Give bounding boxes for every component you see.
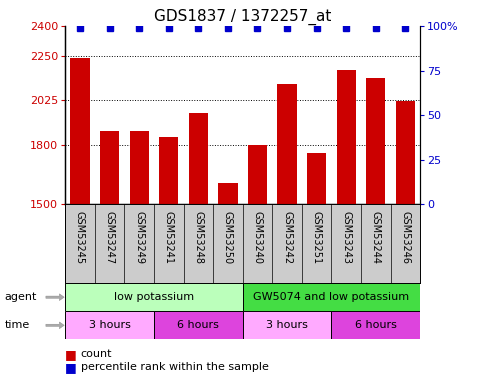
Bar — [242, 311, 331, 339]
Bar — [248, 145, 267, 204]
Text: GSM53241: GSM53241 — [164, 211, 174, 264]
Bar — [100, 131, 119, 204]
Bar — [331, 311, 420, 339]
Bar — [129, 131, 149, 204]
Text: GSM53250: GSM53250 — [223, 211, 233, 264]
Text: GSM53251: GSM53251 — [312, 211, 322, 264]
Text: 3 hours: 3 hours — [266, 320, 308, 330]
Bar — [154, 311, 243, 339]
Text: GSM53245: GSM53245 — [75, 211, 85, 264]
Text: low potassium: low potassium — [114, 292, 194, 302]
Bar — [307, 153, 327, 204]
Text: GSM53248: GSM53248 — [193, 211, 203, 264]
Text: 3 hours: 3 hours — [89, 320, 130, 330]
Text: GSM53247: GSM53247 — [105, 211, 114, 264]
Text: ■: ■ — [65, 361, 77, 374]
Bar — [159, 137, 178, 204]
Text: GSM53243: GSM53243 — [341, 211, 351, 264]
Text: 6 hours: 6 hours — [355, 320, 397, 330]
Title: GDS1837 / 1372257_at: GDS1837 / 1372257_at — [154, 9, 331, 25]
Bar — [396, 102, 415, 204]
Bar — [366, 78, 385, 204]
Text: GSM53240: GSM53240 — [253, 211, 262, 264]
Bar — [65, 283, 242, 311]
Bar — [337, 70, 356, 204]
Text: 6 hours: 6 hours — [177, 320, 219, 330]
Bar — [65, 311, 154, 339]
Text: percentile rank within the sample: percentile rank within the sample — [81, 363, 269, 372]
Text: GW5074 and low potassium: GW5074 and low potassium — [254, 292, 410, 302]
Bar — [277, 84, 297, 204]
Text: ■: ■ — [65, 348, 77, 361]
Bar — [189, 113, 208, 204]
Bar — [242, 283, 420, 311]
Text: time: time — [5, 320, 30, 330]
Bar — [71, 58, 90, 204]
Text: GSM53246: GSM53246 — [400, 211, 411, 264]
Text: count: count — [81, 350, 112, 359]
Text: GSM53242: GSM53242 — [282, 211, 292, 264]
Text: GSM53249: GSM53249 — [134, 211, 144, 264]
Bar — [218, 183, 238, 204]
Text: GSM53244: GSM53244 — [371, 211, 381, 264]
Text: agent: agent — [5, 292, 37, 302]
